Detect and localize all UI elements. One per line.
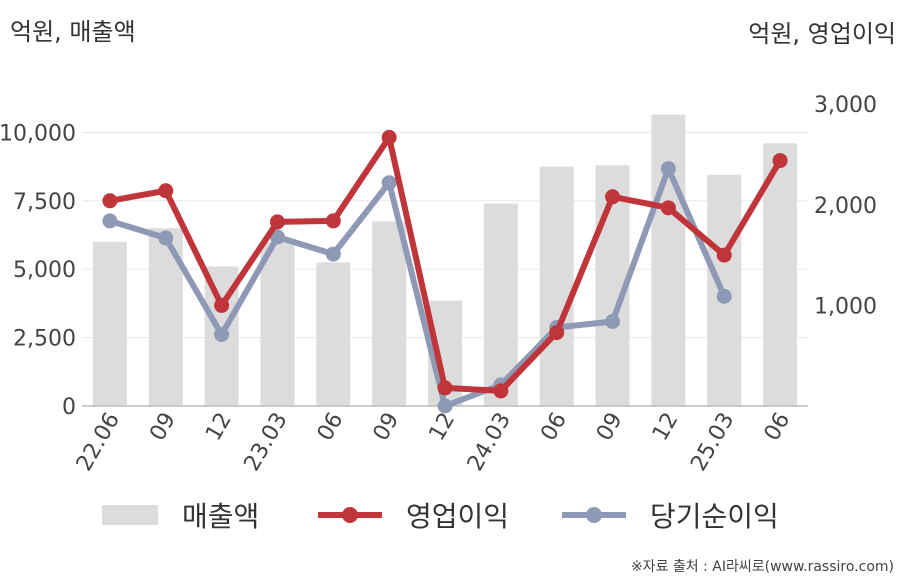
net-income-line	[106, 165, 728, 409]
x-tick-label: 24.03	[463, 409, 516, 476]
x-tick-label: 25.03	[686, 409, 739, 476]
net-income-point	[605, 314, 621, 330]
legend-bar-swatch	[102, 505, 158, 525]
left-tick-label: 2,500	[13, 327, 76, 352]
x-tick-label: 12	[648, 409, 684, 446]
operating-profit-point	[493, 383, 509, 399]
operating-profit-point	[660, 200, 676, 216]
revenue-bar	[260, 241, 295, 406]
operating-profit-point	[325, 213, 341, 229]
net-income-point	[381, 175, 397, 191]
net-income-point	[158, 230, 174, 246]
net-income-point	[325, 246, 341, 262]
x-tick-label: 12	[201, 409, 237, 446]
x-tick-label: 06	[313, 409, 349, 446]
revenue-bar	[651, 114, 686, 406]
legend-line-swatch-red	[318, 505, 382, 525]
legend-label-operating-profit: 영업이익	[406, 500, 510, 533]
legend-item-revenue: 매출액	[102, 490, 259, 540]
revenue-bar	[316, 262, 351, 406]
x-tick-label: 22.06	[72, 409, 125, 476]
left-tick-label: 5,000	[13, 258, 76, 283]
legend-label-net-income: 당기순이익	[650, 500, 779, 533]
right-axis-unit-label: 억원, 영업이익	[748, 20, 896, 48]
operating-profit-point	[716, 247, 732, 263]
x-tick-label: 23.03	[240, 409, 293, 476]
net-income-point	[214, 327, 230, 343]
revenue-bar	[539, 166, 574, 406]
operating-profit-point	[158, 183, 174, 199]
combo-chart: 0 2,500 5,000 7,500 10,000 1,000 2,000 3,000 22.…	[0, 93, 877, 476]
revenue-bar	[92, 241, 127, 406]
x-tick-label: 09	[369, 409, 405, 446]
operating-profit-point	[549, 325, 565, 341]
x-tick-label: 09	[592, 409, 628, 446]
net-income-point	[716, 288, 732, 304]
operating-profit-point	[102, 193, 118, 209]
right-tick-label: 2,000	[814, 194, 877, 219]
left-tick-label: 0	[62, 395, 76, 420]
legend-label-revenue: 매출액	[182, 500, 260, 533]
legend: 매출액 영업이익 당기순이익	[0, 490, 908, 540]
net-income-point	[269, 229, 285, 245]
operating-profit-point	[437, 380, 453, 396]
x-tick-label: 09	[145, 409, 181, 446]
operating-profit-point	[381, 129, 397, 145]
operating-profit-point	[214, 297, 230, 313]
x-tick-label: 06	[760, 409, 796, 446]
revenue-bar	[372, 221, 407, 406]
operating-profit-point	[605, 189, 621, 205]
left-tick-label: 7,500	[13, 190, 76, 215]
left-axis-unit-label: 억원, 매출액	[10, 18, 136, 46]
left-tick-label: 10,000	[0, 121, 76, 146]
right-tick-label: 3,000	[814, 93, 877, 118]
legend-item-operating-profit: 영업이익	[318, 490, 509, 540]
source-credit: ※자료 출처 : AI라씨로(www.rassiro.com)	[630, 559, 894, 575]
net-income-point	[437, 398, 453, 414]
operating-profit-point	[772, 153, 788, 169]
legend-line-swatch-blue	[562, 505, 626, 525]
net-income-point	[660, 161, 676, 177]
operating-profit-point	[269, 214, 285, 230]
revenue-bar	[763, 143, 798, 406]
x-tick-label: 12	[425, 409, 461, 446]
right-tick-label: 1,000	[814, 294, 877, 319]
x-tick-label: 06	[536, 409, 572, 446]
legend-item-net-income: 당기순이익	[562, 490, 779, 540]
net-income-point	[102, 213, 118, 229]
